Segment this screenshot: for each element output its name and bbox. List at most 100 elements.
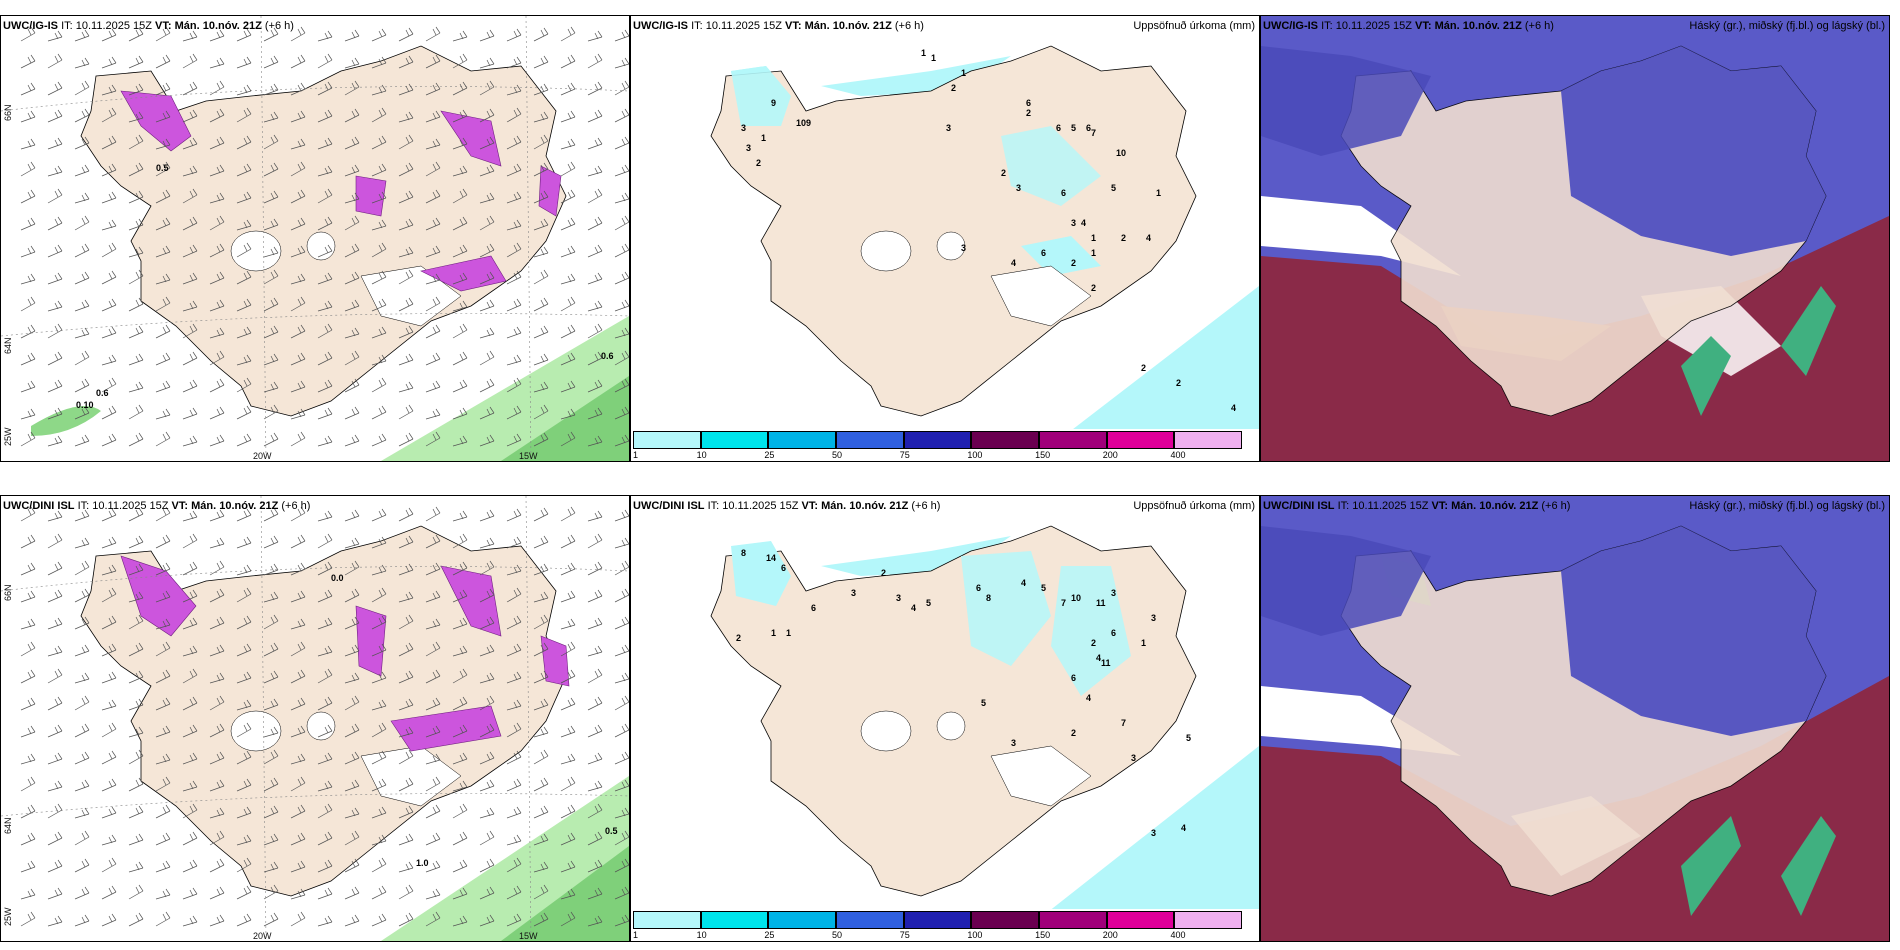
precip-value-label: 1 bbox=[761, 133, 766, 143]
wind-barb bbox=[587, 407, 603, 420]
wind-barb bbox=[344, 914, 360, 927]
wind-barb bbox=[47, 887, 63, 900]
wind-barb bbox=[20, 590, 36, 603]
wind-barb bbox=[74, 807, 90, 819]
wind-barb bbox=[425, 161, 441, 177]
colorbar-swatch bbox=[633, 911, 701, 929]
wind-barb bbox=[587, 53, 603, 69]
wind-barb bbox=[560, 804, 576, 819]
wind-barb bbox=[344, 434, 360, 447]
wind-barb bbox=[452, 188, 468, 204]
wind-barb bbox=[506, 587, 522, 603]
wind-barb bbox=[371, 326, 387, 339]
wind-barb bbox=[290, 776, 306, 792]
wind-barb bbox=[317, 617, 333, 630]
wind-barb bbox=[47, 30, 63, 42]
wind-barb bbox=[128, 432, 144, 447]
wind-barb bbox=[560, 860, 576, 873]
wind-barb bbox=[560, 669, 576, 684]
wind-barb bbox=[506, 326, 522, 339]
wind-barb bbox=[371, 354, 387, 366]
wind-barb bbox=[533, 27, 549, 42]
wind-barb bbox=[317, 645, 333, 657]
wind-barb bbox=[155, 669, 171, 684]
wind-barb bbox=[398, 861, 414, 873]
colorbar-swatch bbox=[1039, 431, 1107, 449]
wind-barb bbox=[344, 192, 360, 204]
wind-barb bbox=[236, 536, 252, 549]
wind-barb bbox=[344, 616, 360, 630]
wind-barb bbox=[317, 53, 333, 69]
wind-barb bbox=[317, 351, 333, 366]
wind-barb bbox=[155, 860, 171, 873]
precip-value-label: 6 bbox=[1056, 123, 1061, 133]
wind-barb bbox=[533, 535, 549, 549]
wind-barb bbox=[452, 831, 468, 846]
wind-panel-row1: 0.5 0.6 0.6 0.10 UWC/IG-IS IT: 10.11.202… bbox=[0, 15, 630, 462]
wind-barb bbox=[182, 165, 198, 177]
wind-barb bbox=[506, 671, 522, 684]
wind-barb bbox=[155, 54, 171, 69]
wind-barb bbox=[20, 618, 36, 630]
wind-barb bbox=[155, 776, 171, 792]
wind-barb bbox=[155, 380, 171, 393]
wind-barb bbox=[128, 111, 144, 123]
wind-barb bbox=[479, 164, 495, 177]
wind-barb bbox=[587, 379, 603, 393]
wind-barb bbox=[452, 407, 468, 420]
wind-barb bbox=[290, 911, 306, 927]
wind-barb bbox=[506, 643, 522, 657]
wind-barb bbox=[209, 751, 225, 765]
wind-barb bbox=[452, 696, 468, 711]
wind-barb bbox=[155, 245, 171, 258]
cloud-title: Háský (gr.), miðský (fj.bl.) og lágský (… bbox=[1689, 500, 1885, 512]
precip-value-label: 3 bbox=[1011, 738, 1016, 748]
precip-colorbar: 1 10 25 50 75 100 150 200 400 bbox=[631, 429, 1259, 461]
wind-barb bbox=[479, 271, 495, 285]
wind-barb bbox=[506, 885, 522, 900]
wind-barb bbox=[101, 354, 117, 366]
wind-barb bbox=[182, 589, 198, 603]
precip-value-label: 5 bbox=[981, 698, 986, 708]
wind-barb bbox=[20, 217, 36, 231]
wind-barb bbox=[344, 378, 360, 393]
wind-barb bbox=[182, 300, 198, 312]
wind-barb bbox=[371, 913, 387, 927]
wind-barb bbox=[560, 189, 576, 204]
wind-barb bbox=[398, 404, 414, 420]
precip-value-label: 2 bbox=[1176, 378, 1181, 388]
precip-value-label: 10 bbox=[796, 118, 806, 128]
wind-barb bbox=[236, 778, 252, 792]
wind-barb bbox=[479, 588, 495, 603]
wind-barb bbox=[182, 724, 198, 738]
wind-barb bbox=[398, 432, 414, 447]
wind-barb bbox=[263, 535, 279, 549]
wind-barb bbox=[587, 589, 603, 603]
wind-barb bbox=[209, 914, 225, 927]
wind-barb bbox=[128, 698, 144, 711]
wind-barb bbox=[398, 884, 414, 900]
wind-barb bbox=[371, 508, 387, 522]
precip-value-label: 6 bbox=[1061, 188, 1066, 198]
wind-barb bbox=[155, 138, 171, 150]
colorbar-tick: 50 bbox=[832, 930, 843, 940]
wind-barb bbox=[614, 588, 629, 603]
colorbar-swatch bbox=[903, 911, 972, 929]
wind-barb bbox=[47, 696, 63, 711]
wind-barb bbox=[290, 669, 306, 684]
wind-barb bbox=[101, 405, 117, 420]
wind-barb bbox=[506, 806, 522, 819]
wind-barb bbox=[182, 696, 198, 711]
wind-barb bbox=[236, 699, 252, 711]
wind-barb bbox=[506, 107, 522, 123]
wind-barb bbox=[290, 860, 306, 873]
wind-barb bbox=[20, 408, 36, 420]
colorbar-tick: 400 bbox=[1170, 930, 1186, 940]
colorbar-tick: 1 bbox=[633, 930, 639, 940]
wind-barb bbox=[128, 134, 144, 150]
cloud-map-row2 bbox=[1261, 496, 1889, 941]
wind-barb bbox=[74, 537, 90, 549]
wind-barb bbox=[398, 591, 414, 603]
precip-value-label: 1 bbox=[786, 628, 791, 638]
wind-barb bbox=[236, 857, 252, 873]
